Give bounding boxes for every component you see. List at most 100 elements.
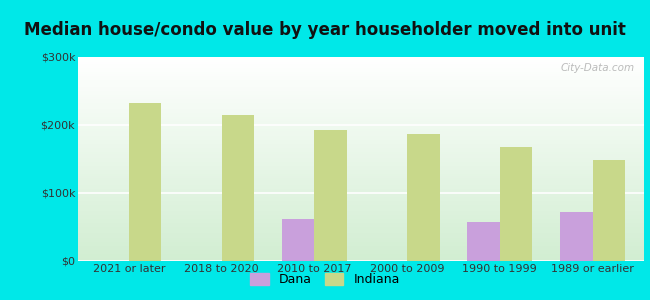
Bar [78,243,644,245]
Bar [78,82,644,83]
Bar [78,116,644,118]
Bar [78,196,644,198]
Bar [78,169,644,171]
Bar [78,167,644,169]
Bar [78,214,644,216]
Bar [78,118,644,120]
Bar [78,75,644,77]
Bar [78,259,644,261]
Bar [78,235,644,236]
Bar [78,85,644,88]
Bar [78,204,644,206]
Bar [78,253,644,255]
Bar [78,90,644,92]
Bar [78,230,644,232]
Bar [315,130,347,261]
Bar [78,96,644,98]
Bar [407,134,439,261]
Bar [78,232,644,235]
Bar [78,83,644,85]
Bar [78,130,644,133]
Bar [78,126,644,128]
Bar [78,98,644,100]
Bar [78,141,644,143]
Legend: Dana, Indiana: Dana, Indiana [245,268,405,291]
Bar [78,153,644,155]
Bar [78,108,644,110]
Bar [78,198,644,200]
Bar [78,182,644,184]
Bar [500,147,532,261]
Bar [78,67,644,69]
Bar [78,134,644,136]
Bar [78,128,644,130]
Bar [78,184,644,185]
Bar [78,190,644,192]
Bar [78,71,644,73]
Bar [78,257,644,259]
Bar [78,226,644,228]
Bar [78,255,644,257]
Bar [222,115,254,261]
Bar [78,92,644,94]
Bar [78,238,644,241]
Bar [78,224,644,226]
Bar [78,173,644,175]
Bar [78,94,644,96]
Bar [78,149,644,151]
Bar [78,124,644,126]
Bar [593,160,625,261]
Bar [78,249,644,251]
Bar [78,218,644,220]
Bar [78,194,644,196]
Bar [78,80,644,82]
Bar [78,57,644,59]
Bar [78,175,644,177]
Bar [78,188,644,190]
Bar [78,177,644,179]
Bar [78,77,644,80]
Bar [78,65,644,67]
Bar [78,136,644,139]
Bar [78,236,644,238]
Bar [78,59,644,61]
Bar [78,192,644,194]
Bar [78,151,644,153]
Bar [129,103,161,261]
Bar [78,241,644,243]
Bar [78,112,644,114]
Bar [560,212,593,261]
Bar [467,222,500,261]
Text: City-Data.com: City-Data.com [561,63,635,73]
Bar [78,251,644,253]
Bar [78,100,644,102]
Bar [78,133,644,134]
Bar [78,179,644,182]
Bar [78,122,644,124]
Bar [78,206,644,208]
Bar [78,202,644,204]
Bar [78,163,644,165]
Bar [78,220,644,222]
Bar [78,165,644,167]
Bar [78,155,644,157]
Bar [282,219,315,261]
Bar [78,102,644,104]
Bar [78,208,644,210]
Bar [78,222,644,224]
Bar [78,88,644,90]
Bar [78,245,644,247]
Bar [78,61,644,63]
Bar [78,228,644,230]
Bar [78,161,644,163]
Bar [78,139,644,141]
Bar [78,114,644,116]
Bar [78,157,644,159]
Bar [78,104,644,106]
Bar [78,143,644,145]
Bar [78,69,644,71]
Bar [78,63,644,65]
Bar [78,210,644,212]
Bar [78,171,644,173]
Bar [78,216,644,218]
